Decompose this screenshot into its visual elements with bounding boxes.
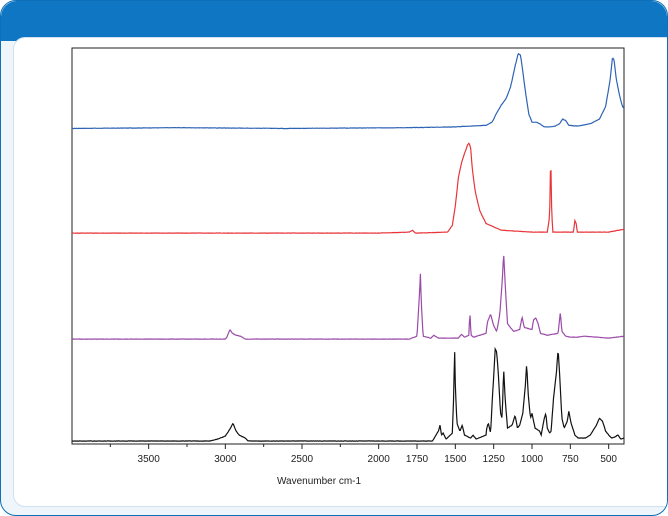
x-tick-label: 2500 (291, 454, 314, 465)
x-tick-label: 1000 (521, 454, 544, 465)
series-layer (71, 52, 625, 442)
x-tick-label: 2000 (368, 454, 391, 465)
x-axis-ticks: 3500 3000 2500 2000 1750 1500 1250 1000 750 500 (109, 444, 617, 465)
card-header-bar (1, 1, 667, 41)
spectrum-line-2 (71, 142, 625, 234)
spectrum-line-3 (71, 255, 625, 340)
x-axis-label: Wavenumber cm-1 (277, 476, 362, 487)
plot-frame (71, 47, 625, 445)
x-tick-label: 500 (600, 454, 617, 465)
spectrum-line-1 (72, 52, 625, 130)
x-tick-label: 750 (562, 454, 579, 465)
x-tick-label: 1250 (483, 454, 506, 465)
x-tick-label: 1500 (444, 454, 467, 465)
x-tick-label: 1750 (406, 454, 429, 465)
x-tick-label: 3500 (138, 454, 161, 465)
spectrum-line-4 (72, 346, 625, 442)
x-tick-label: 3000 (214, 454, 237, 465)
